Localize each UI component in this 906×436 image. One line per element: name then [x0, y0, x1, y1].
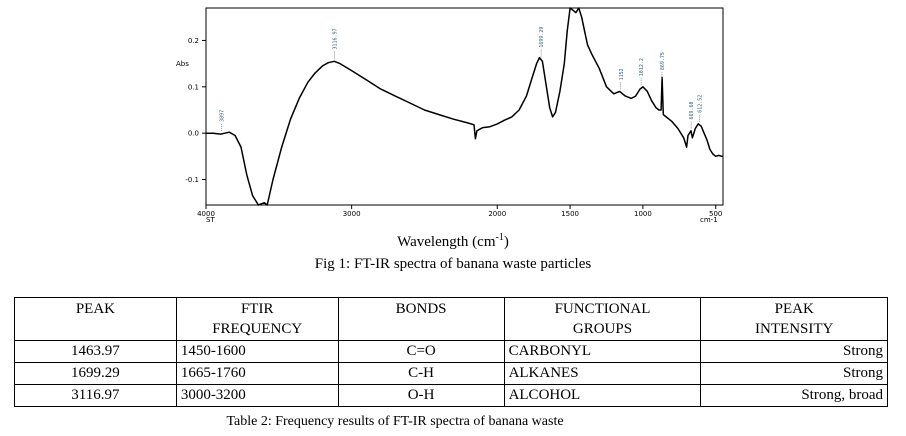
x-tick-label: 2000 [488, 210, 506, 218]
x-tick-label: 500 [709, 210, 722, 218]
cell-functional-group: ALCOHOL [503, 384, 702, 407]
peak-label: 1699.29 [539, 27, 545, 57]
cell-intensity: Strong [700, 362, 888, 385]
header-bonds: BONDS [337, 297, 505, 341]
x-tick-label: 1000 [634, 210, 652, 218]
spectrum-series-line [206, 7, 723, 206]
header-peak-intensity: PEAK INTENSITY [700, 297, 888, 341]
y-tick-label: 0.1 [188, 83, 199, 91]
y-tick-label: 0.2 [188, 37, 199, 45]
svg-text:1152: 1152 [619, 68, 625, 80]
y-axis-label: Abs [176, 60, 189, 68]
peak-label: 669.60 [689, 101, 695, 129]
cell-intensity: Strong, broad [700, 384, 888, 407]
cell-peak: 3116.97 [14, 384, 177, 407]
ftir-spectrum-chart: 0.2 0.1 0.0 -0.1 4000 3000 2000 1500 1000 500 Ab… [176, 7, 724, 224]
peak-label: 1152 [619, 68, 625, 90]
x-tick-label: 4000 [197, 210, 215, 218]
svg-text:612.52: 612.52 [697, 95, 703, 113]
y-tick-label: 0.0 [188, 130, 199, 138]
peak-label: 1012.2 [639, 58, 645, 86]
y-axis: 0.2 0.1 0.0 -0.1 [185, 37, 206, 184]
y-tick-label: -0.1 [185, 176, 199, 184]
cell-intensity: Strong [700, 340, 888, 363]
x-axis: 4000 3000 2000 1500 1000 500 [197, 205, 722, 218]
cell-frequency: 1665-1760 [175, 362, 339, 385]
peak-label: 3897 [219, 110, 225, 131]
cell-bond: O-H [337, 384, 505, 407]
x-tick-label: 1500 [561, 210, 579, 218]
x-axis-unit: cm-1 [700, 216, 718, 224]
x-tick-label: 3000 [343, 210, 361, 218]
svg-text:669.60: 669.60 [689, 101, 695, 119]
table-row: 3116.97 3000-3200 O-H ALCOHOL Strong, br… [14, 384, 888, 407]
cell-functional-group: ALKANES [503, 362, 702, 385]
peak-label: 869.75 [660, 52, 666, 80]
header-functional-groups: FUNCTIONAL GROUPS [503, 297, 702, 341]
table-header-row: PEAK FTIR FREQUENCY BONDS FUNCTIONAL GROUP… [14, 297, 888, 341]
table-row: 1699.29 1665-1760 C-H ALKANES Strong [14, 362, 888, 385]
header-ftir-frequency: FTIR FREQUENCY [175, 297, 339, 341]
cell-bond: C=O [337, 340, 505, 363]
cell-functional-group: CARBONYL [503, 340, 702, 363]
peak-label: 612.52 [697, 95, 703, 122]
svg-text:869.75: 869.75 [660, 52, 666, 70]
x-axis-left-sublabel: ST [206, 216, 215, 224]
figure-caption: Fig 1: FT-IR spectra of banana waste par… [314, 256, 592, 272]
axis-title: Wavelength (cm-1) [397, 232, 509, 250]
peak-label: 3116.97 [333, 28, 339, 59]
table-row: 1463.97 1450-1600 C=O CARBONYL Strong [14, 340, 888, 363]
peak-labels: 3897 3116.97 1699.29 1152 1012.2 869.75 669.60… [219, 27, 703, 131]
svg-text:3897: 3897 [219, 110, 225, 122]
svg-text:1699.29: 1699.29 [539, 27, 545, 48]
cell-peak: 1699.29 [14, 362, 177, 385]
cell-frequency: 3000-3200 [175, 384, 339, 407]
ftir-results-table: PEAK FTIR FREQUENCY BONDS FUNCTIONAL GROUP… [14, 297, 888, 407]
cell-bond: C-H [337, 362, 505, 385]
svg-text:1012.2: 1012.2 [639, 58, 645, 76]
plot-frame [205, 7, 724, 206]
header-peak: PEAK [14, 297, 177, 341]
cell-peak: 1463.97 [14, 340, 177, 363]
svg-text:3116.97: 3116.97 [333, 28, 339, 49]
cell-frequency: 1450-1600 [175, 340, 339, 363]
table-caption: Table 2: Frequency results of FT-IR spec… [226, 414, 564, 429]
